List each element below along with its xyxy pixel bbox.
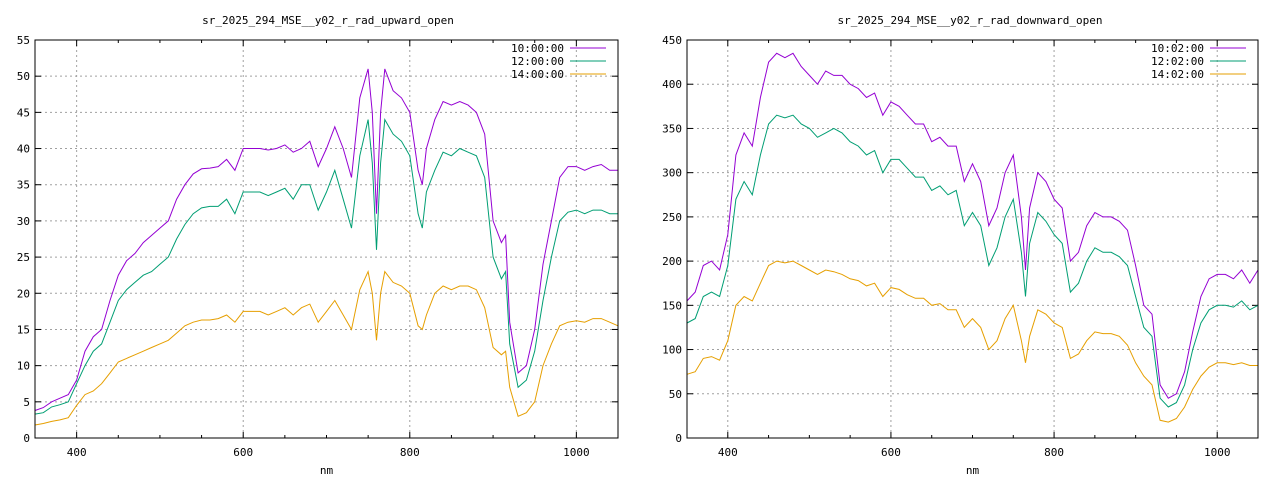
y-tick-label: 0 [23,432,30,445]
series-line-10-02-00 [686,52,1259,399]
y-tick-label: 40 [17,143,30,156]
series-line-14-00-00 [34,269,619,426]
x-tick-label: 400 [718,446,738,459]
y-tick-label: 5 [23,396,30,409]
series-line-10-00-00 [34,68,618,411]
legend-label: 14:00:00 [511,68,564,81]
x-axis-label: nm [320,464,334,477]
y-tick-label: 15 [17,323,30,336]
x-tick-label: 1000 [1204,446,1231,459]
y-tick-label: 100 [662,344,682,357]
legend-label: 12:00:00 [511,55,564,68]
chart-title: sr_2025_294_MSE__y02_r_rad_upward_open [202,14,454,27]
y-tick-label: 45 [17,106,30,119]
y-tick-label: 0 [675,432,682,445]
y-tick-label: 30 [17,215,30,228]
chart-title: sr_2025_294_MSE__y02_r_rad_downward_open [838,14,1103,27]
legend-label: 14:02:00 [1151,68,1204,81]
y-tick-label: 50 [17,70,30,83]
y-tick-label: 35 [17,179,30,192]
x-tick-label: 600 [233,446,253,459]
chart-panel-1: sr_2025_294_MSE__y02_r_rad_upward_open 0 5… [17,14,619,477]
y-tick-label: 50 [669,388,682,401]
y-tick-label: 400 [662,78,682,91]
x-tick-label: 1000 [563,446,590,459]
plot-frame [34,39,619,439]
y-tick-label: 150 [662,299,682,312]
y-tick-label: 300 [662,167,682,180]
x-tick-label: 400 [67,446,87,459]
series-line-12-02-00 [686,114,1259,408]
y-tick-label: 25 [17,251,30,264]
series-line-14-02-00 [686,260,1258,423]
y-tick-label: 450 [662,34,682,47]
chart-panel-2: sr_2025_294_MSE__y02_r_rad_downward_open… [662,14,1259,477]
x-tick-label: 800 [1044,446,1064,459]
x-axis-label: nm [966,464,980,477]
y-tick-label: 20 [17,287,30,300]
y-tick-label: 55 [17,34,30,47]
y-tick-label: 350 [662,122,682,135]
legend-label: 12:02:00 [1151,55,1204,68]
plot-frame [686,39,1259,439]
y-tick-label: 10 [17,360,30,373]
x-tick-label: 800 [400,446,420,459]
legend-label: 10:02:00 [1151,42,1204,55]
x-tick-label: 600 [881,446,901,459]
legend-label: 10:00:00 [511,42,564,55]
y-tick-label: 250 [662,211,682,224]
y-tick-label: 200 [662,255,682,268]
series-line-12-00-00 [34,117,618,415]
